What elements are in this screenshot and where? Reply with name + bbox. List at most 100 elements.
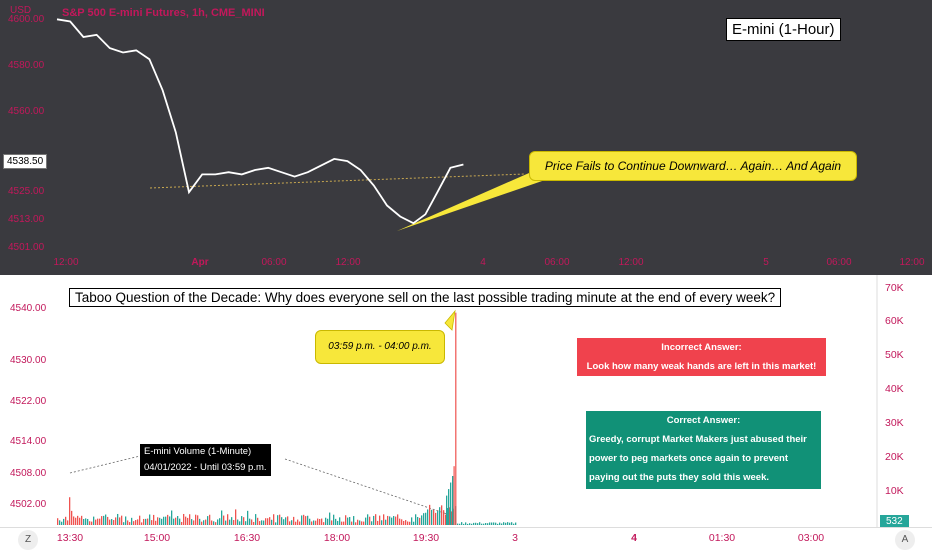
volume-bar — [275, 522, 277, 525]
volume-bar — [219, 518, 221, 525]
volume-bar — [75, 517, 77, 525]
volume-bar — [446, 495, 448, 525]
volume-bar — [469, 523, 471, 525]
volume-bar — [121, 515, 123, 525]
y-tick-left: 4522.00 — [10, 396, 47, 407]
y-tick-right: 20K — [885, 451, 904, 463]
volume-bar — [481, 523, 483, 525]
y-tick: 4600.00 — [8, 14, 45, 25]
volume-bar — [437, 511, 439, 525]
volume-bar — [185, 516, 187, 525]
volume-bar — [165, 516, 167, 525]
question-title-box: Taboo Question of the Decade: Why does e… — [69, 288, 782, 307]
volume-bar — [487, 523, 489, 525]
volume-bar — [345, 515, 347, 525]
volume-bar — [309, 518, 311, 525]
volume-bar — [183, 513, 185, 525]
volume-bar — [181, 521, 183, 525]
volume-bar — [393, 516, 395, 525]
volume-bar — [489, 522, 491, 525]
volume-bar — [475, 522, 477, 525]
volume-bar — [57, 518, 59, 525]
volume-bar — [221, 510, 223, 525]
volume-bar — [387, 515, 389, 525]
volume-bar — [323, 522, 325, 525]
volume-bar — [439, 507, 441, 525]
volume-spike-bar — [453, 466, 455, 525]
time-axis: Z 13:30 15:00 16:30 18:00 19:30 3 4 01:3… — [0, 527, 932, 551]
volume-bar — [319, 519, 321, 525]
volume-bar — [91, 521, 93, 525]
volume-bar — [385, 519, 387, 525]
chart-legend: S&P 500 E-mini Futures, 1h, CME_MINI — [62, 7, 265, 19]
y-tick: 4560.00 — [8, 106, 45, 117]
volume-bar — [433, 509, 435, 525]
volume-bar — [211, 520, 213, 525]
correct-line: paying out the puts they sold this week. — [589, 472, 769, 483]
volume-bar — [59, 520, 61, 525]
volume-bar — [301, 515, 303, 525]
volume-bar — [99, 518, 101, 525]
volume-bar — [107, 516, 109, 525]
x-tick: 06:00 — [544, 257, 570, 268]
x-tick: 15:00 — [143, 532, 171, 544]
x-tick: 4 — [631, 532, 637, 544]
correct-title: Correct Answer: — [666, 415, 741, 426]
volume-bar — [167, 514, 169, 525]
volume-bar — [513, 523, 515, 525]
volume-bar — [127, 520, 129, 525]
volume-bar — [209, 514, 211, 525]
volume-bar — [483, 523, 485, 525]
volume-bar — [213, 521, 215, 525]
volume-bar — [295, 521, 297, 525]
volume-bar — [311, 521, 313, 525]
volume-bar — [235, 509, 237, 525]
volume-bar — [441, 505, 443, 525]
volume-bar — [285, 517, 287, 525]
volume-bar — [139, 515, 141, 525]
volume-bar — [465, 522, 467, 525]
volume-bar — [243, 517, 245, 525]
volume-bar — [241, 516, 243, 525]
volume-bar — [115, 517, 117, 525]
volume-bar — [497, 523, 499, 525]
volume-bar — [451, 511, 453, 525]
volume-bar — [413, 521, 415, 525]
volume-bar — [383, 514, 385, 525]
incorrect-title: Incorrect Answer: — [661, 342, 742, 353]
volume-bar — [155, 520, 157, 525]
volume-bar — [369, 516, 371, 525]
volume-bar — [287, 516, 289, 525]
volume-bar — [467, 523, 469, 525]
auto-scale-button[interactable]: A — [895, 530, 915, 550]
x-tick: 19:30 — [412, 532, 440, 544]
volume-bar — [471, 523, 473, 525]
volume-bar — [157, 517, 159, 525]
x-tick: 12:00 — [53, 257, 79, 268]
volume-chart[interactable]: Taboo Question of the Decade: Why does e… — [0, 275, 932, 550]
volume-bar — [419, 517, 421, 525]
volume-bar — [145, 518, 147, 525]
zoom-button[interactable]: Z — [18, 530, 38, 550]
volume-bar — [491, 522, 493, 525]
volume-bar — [477, 523, 479, 525]
volume-bar — [405, 520, 407, 525]
x-tick: Apr — [191, 257, 209, 268]
trendline — [149, 173, 526, 189]
volume-bar — [473, 522, 475, 525]
volume-bar — [337, 520, 339, 525]
y-tick: 4501.00 — [8, 242, 45, 253]
volume-bar — [113, 520, 115, 525]
volume-bar — [425, 512, 427, 525]
volume-bar — [377, 520, 379, 525]
hourly-price-chart[interactable]: USD S&P 500 E-mini Futures, 1h, CME_MINI… — [0, 0, 932, 275]
volume-bar — [429, 504, 431, 525]
volume-bar — [493, 522, 495, 525]
y-tick-right: 30K — [885, 417, 904, 429]
volume-bar — [189, 514, 191, 525]
volume-bar — [515, 522, 517, 525]
volume-bar — [283, 519, 285, 525]
volume-bar — [343, 521, 345, 525]
volume-bar — [171, 510, 173, 525]
volume-bar — [449, 507, 451, 525]
